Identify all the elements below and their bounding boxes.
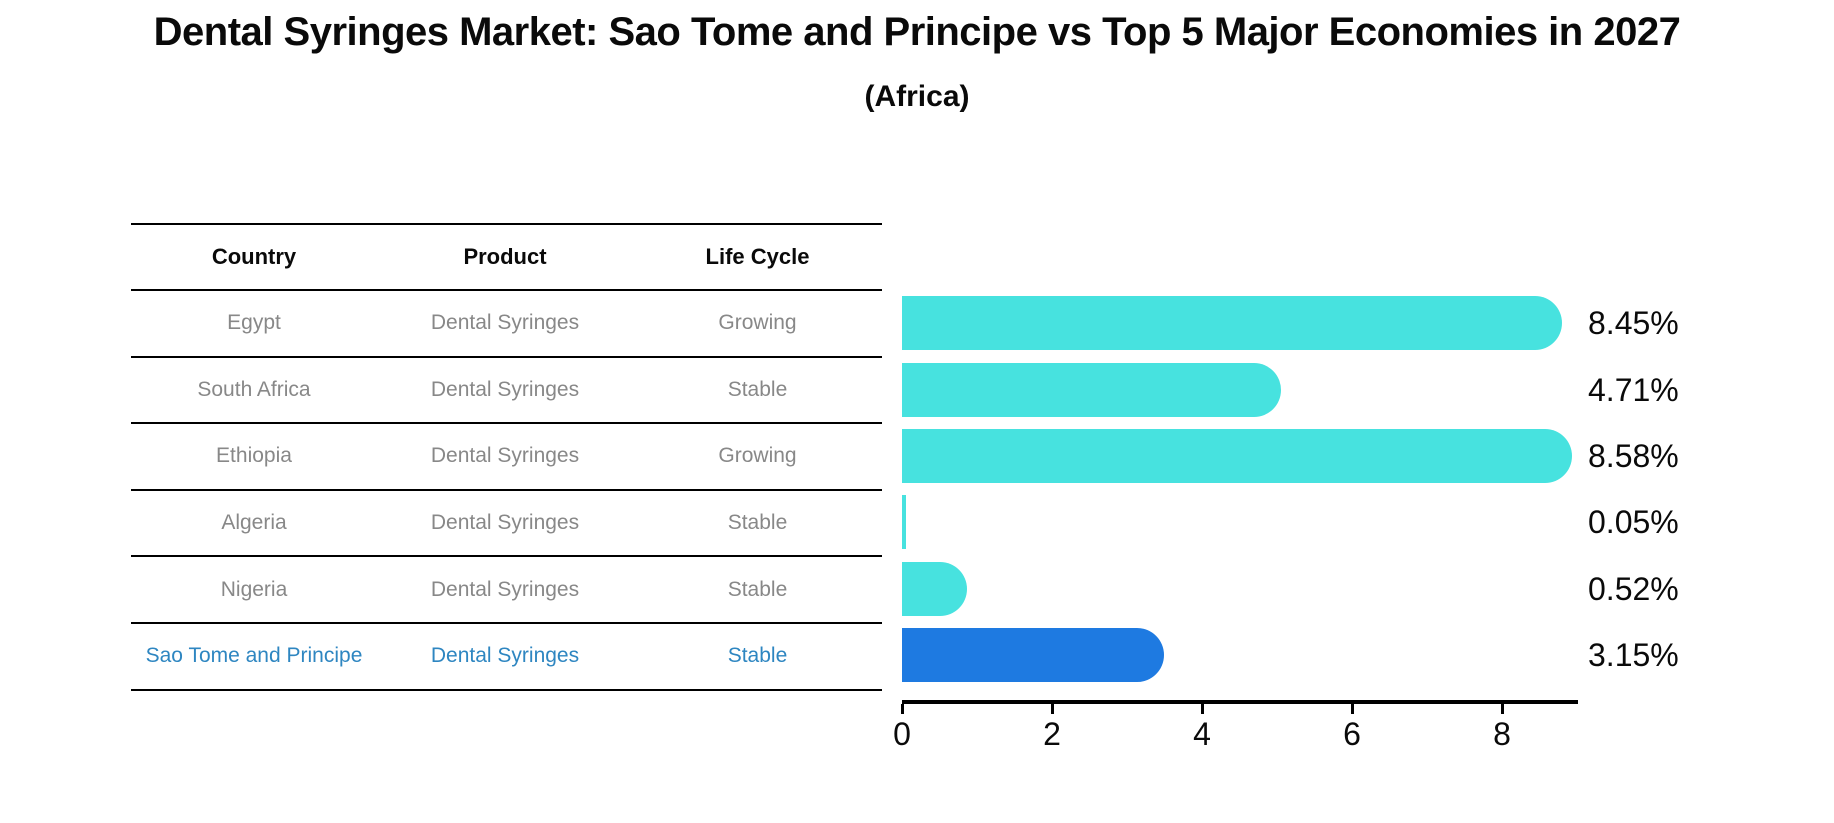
table-header-life-cycle: Life Cycle bbox=[705, 244, 810, 269]
life-cycle-cell: Stable bbox=[727, 577, 788, 601]
product-cell: Dental Syringes bbox=[430, 311, 580, 335]
country-cell: Ethiopia bbox=[216, 444, 292, 468]
table-header-row: Country Product Life Cycle bbox=[131, 223, 882, 291]
table-row-sao-tome-and-principe: Sao Tome and Principe Dental Syringes St… bbox=[131, 624, 882, 691]
table-header-product: Product bbox=[463, 244, 547, 269]
bar-sao-tome-and-principe bbox=[902, 628, 1165, 683]
country-cell: Egypt bbox=[227, 311, 281, 335]
table-row-egypt: Egypt Dental Syringes Growing bbox=[131, 291, 882, 358]
life-cycle-cell: Stable bbox=[727, 511, 788, 535]
bar-ethiopia bbox=[902, 429, 1572, 484]
chart-subtitle: (Africa) bbox=[864, 80, 970, 113]
bar-nigeria bbox=[902, 561, 967, 616]
country-cell: South Africa bbox=[197, 377, 311, 401]
table-row-south-africa: South Africa Dental Syringes Stable bbox=[131, 358, 882, 425]
product-cell: Dental Syringes bbox=[430, 377, 580, 401]
table-header-country: Country bbox=[211, 244, 297, 269]
x-axis-tick-label: 2 bbox=[1043, 716, 1061, 752]
product-cell: Dental Syringes bbox=[430, 644, 580, 668]
x-axis-tick bbox=[900, 704, 904, 714]
x-axis-tick-label: 6 bbox=[1343, 716, 1361, 752]
product-cell: Dental Syringes bbox=[430, 577, 580, 601]
chart-title: Dental Syringes Market: Sao Tome and Pri… bbox=[153, 10, 1681, 54]
x-axis-line bbox=[902, 700, 1578, 704]
x-axis-tick bbox=[1200, 704, 1204, 714]
life-cycle-cell: Stable bbox=[727, 377, 788, 401]
bar-value-label: 4.71% bbox=[1588, 371, 1679, 408]
country-cell: Algeria bbox=[221, 511, 287, 535]
country-table: Country Product Life Cycle Egypt Dental … bbox=[131, 223, 882, 691]
x-axis-tick-label: 8 bbox=[1493, 716, 1511, 752]
country-cell: Sao Tome and Principe bbox=[145, 644, 363, 668]
x-axis-tick bbox=[1350, 704, 1354, 714]
country-cell: Nigeria bbox=[220, 577, 288, 601]
bar-value-label: 8.58% bbox=[1588, 438, 1679, 475]
table-row-algeria: Algeria Dental Syringes Stable bbox=[131, 491, 882, 558]
table-row-ethiopia: Ethiopia Dental Syringes Growing bbox=[131, 424, 882, 491]
x-axis-tick-label: 0 bbox=[893, 716, 911, 752]
bar-value-label: 0.05% bbox=[1588, 504, 1679, 541]
bar-value-label: 0.52% bbox=[1588, 570, 1679, 607]
bar-value-label: 8.45% bbox=[1588, 305, 1679, 342]
product-cell: Dental Syringes bbox=[430, 444, 580, 468]
bar-algeria bbox=[902, 495, 906, 550]
x-axis-tick bbox=[1050, 704, 1054, 714]
product-cell: Dental Syringes bbox=[430, 511, 580, 535]
bar-value-label: 3.15% bbox=[1588, 637, 1679, 674]
x-axis-tick bbox=[1500, 704, 1504, 714]
bar-south-africa bbox=[902, 362, 1282, 417]
table-row-nigeria: Nigeria Dental Syringes Stable bbox=[131, 557, 882, 624]
x-axis-tick-label: 4 bbox=[1193, 716, 1211, 752]
bar-egypt bbox=[902, 296, 1562, 351]
life-cycle-cell: Growing bbox=[718, 311, 797, 335]
life-cycle-cell: Stable bbox=[727, 644, 788, 668]
life-cycle-cell: Growing bbox=[718, 444, 797, 468]
